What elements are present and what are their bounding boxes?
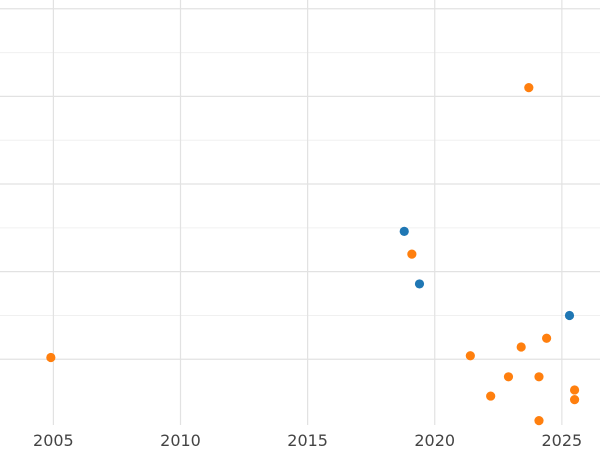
data-point-series-2: [46, 352, 56, 363]
x-tick-label: 2010: [160, 431, 201, 450]
x-tick-label: 2005: [33, 431, 74, 450]
x-tick-label: 2015: [287, 431, 328, 450]
x-tick-label: 2025: [542, 431, 583, 450]
x-tick-label: 2020: [414, 431, 455, 450]
data-point-series-2: [486, 391, 496, 401]
data-point-series-1: [414, 279, 425, 289]
x-axis-ticks: 2005 2010 2015 2020 2025: [33, 431, 582, 450]
data-point-series-2: [569, 394, 580, 405]
data-point-series-2: [407, 249, 417, 259]
grid-layer: [0, 0, 600, 425]
data-point-series-2: [524, 83, 534, 93]
data-points: [46, 83, 580, 426]
data-point-series-1: [564, 310, 575, 321]
data-point-series-1: [399, 226, 409, 236]
data-point-series-2: [534, 416, 544, 426]
data-point-series-2: [465, 351, 475, 361]
data-point-series-2: [503, 372, 514, 382]
data-point-series-2: [516, 342, 526, 352]
data-point-series-2: [534, 372, 544, 382]
data-point-series-2: [569, 385, 580, 395]
data-point-series-2: [542, 333, 552, 343]
